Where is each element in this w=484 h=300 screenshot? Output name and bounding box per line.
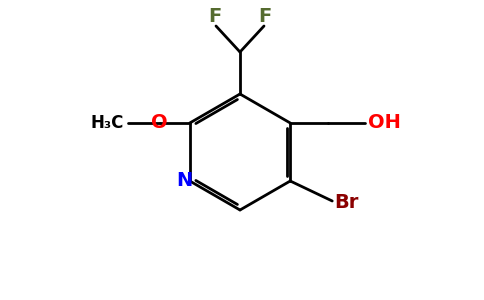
Text: H₃C: H₃C <box>91 114 124 132</box>
Text: N: N <box>177 172 193 190</box>
Text: F: F <box>209 8 222 26</box>
Text: F: F <box>258 8 272 26</box>
Text: Br: Br <box>334 194 359 212</box>
Text: O: O <box>151 113 168 133</box>
Text: OH: OH <box>368 113 401 133</box>
